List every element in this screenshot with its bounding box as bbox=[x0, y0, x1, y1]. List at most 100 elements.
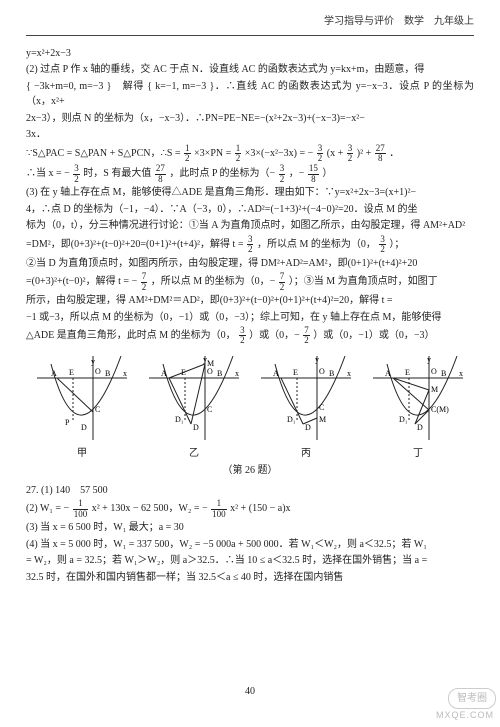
fraction: 32 bbox=[317, 144, 324, 164]
label-C: C bbox=[95, 405, 100, 414]
fraction: 32 bbox=[347, 144, 354, 164]
label-y: y bbox=[91, 357, 95, 366]
svg-text:D: D bbox=[417, 423, 423, 432]
fraction: 72 bbox=[303, 326, 310, 346]
figure-caption: 甲 bbox=[33, 446, 131, 462]
svg-text:C: C bbox=[207, 405, 212, 414]
fraction: 12 bbox=[184, 144, 191, 164]
svg-text:C(M): C(M) bbox=[431, 405, 449, 414]
eq-line: ∵S△PAC = S△PAN + S△PCN，∴S = 12 ×3×PN = 1… bbox=[26, 144, 474, 164]
label-A: A bbox=[51, 369, 57, 378]
text: x² + 130x − 62 500，W₂ = − bbox=[92, 504, 208, 515]
text: ∴当 x = − bbox=[26, 169, 70, 180]
figure-bing: O y x A B E M D₁ D C 丙 bbox=[257, 352, 355, 462]
text-line: 所示，由勾股定理，得 AM²+DM²＝AD²，即(0+3)²+(t−0)²+(0… bbox=[26, 293, 474, 309]
svg-text:M: M bbox=[207, 359, 214, 368]
fraction: 278 bbox=[375, 144, 386, 164]
header-rule bbox=[26, 35, 474, 36]
fraction: 12 bbox=[235, 144, 242, 164]
figure-caption: 丙 bbox=[257, 446, 355, 462]
text: ）或（0，− bbox=[249, 330, 300, 341]
eq-line: △ADE 是直角三角形，此时点 M 的坐标为（0， 32 ）或（0，− 72 ）… bbox=[26, 326, 474, 346]
text: ）； bbox=[389, 239, 404, 250]
fraction: 32 bbox=[247, 235, 254, 255]
text-line: = W₂，则 a = 32.5；若 W₁＞W₂，则 a＞32.5．∴当 10 ≤… bbox=[26, 553, 474, 569]
fraction: 32 bbox=[239, 326, 246, 346]
figure-row: O y x A B E P D C 甲 bbox=[26, 352, 474, 462]
figure-jia: O y x A B E P D C 甲 bbox=[33, 352, 131, 462]
text-line: 3x． bbox=[26, 127, 474, 143]
fraction: 278 bbox=[155, 164, 166, 184]
svg-text:B: B bbox=[441, 369, 446, 378]
svg-text:x: x bbox=[235, 369, 239, 378]
text: ）或（0，−1）或（0，−3） bbox=[313, 330, 434, 341]
text-line: (4) 当 x = 5 000 时，W₁ = 337 500，W₂ = −5 0… bbox=[26, 537, 474, 553]
text-line: 32.5 时，在国外和国内销售都一样；当 32.5＜a ≤ 40 时，选择在国内… bbox=[26, 570, 474, 586]
text: ∵S△PAC = S△PAN + S△PCN，∴S = bbox=[26, 148, 181, 159]
svg-text:C: C bbox=[319, 403, 324, 412]
text: ． bbox=[389, 148, 399, 159]
parabola-svg: O y x A B E M D₁ D C bbox=[145, 352, 243, 444]
text: (2) W₁ = − bbox=[26, 504, 69, 515]
page-header: 学习指导与评价 数学 九年级上 bbox=[26, 14, 474, 33]
label-D: D bbox=[81, 423, 87, 432]
text: 时，S 有最大值 bbox=[83, 169, 151, 180]
text-line: (2) 过点 P 作 x 轴的垂线，交 AC 于点 N．设直线 AC 的函数表达… bbox=[26, 62, 474, 78]
svg-text:x: x bbox=[347, 369, 351, 378]
svg-text:E: E bbox=[293, 368, 298, 377]
fraction: 1100 bbox=[211, 499, 227, 519]
text: ）；③当 M 为直角顶点时，如图丁 bbox=[289, 276, 438, 287]
svg-text:A: A bbox=[385, 369, 391, 378]
text: )² + bbox=[357, 148, 371, 159]
fraction: 32 bbox=[279, 164, 286, 184]
text: =DM²，即(0+3)²+(t−0)²+20=(0+1)²+(t+4)²，解得 … bbox=[26, 239, 243, 250]
svg-text:x: x bbox=[459, 369, 463, 378]
text: ，− bbox=[289, 169, 305, 180]
parabola-svg: O y x A B E M D₁ D C(M) bbox=[369, 352, 467, 444]
svg-text:B: B bbox=[217, 369, 222, 378]
svg-text:D₁: D₁ bbox=[175, 415, 184, 424]
figure-caption: 丁 bbox=[369, 446, 467, 462]
text: x² + (150 − a)x bbox=[230, 504, 290, 515]
label-P: P bbox=[65, 418, 70, 427]
eq-line: =(0+3)²+(t−0)²，解得 t = − 72 ，所以点 M 的坐标为（0… bbox=[26, 272, 474, 292]
page-number: 40 bbox=[0, 684, 500, 700]
watermark-badge: 智考圈 bbox=[448, 688, 496, 709]
text-line: 27. (1) 140 57 500 bbox=[26, 483, 474, 499]
parabola-svg: O y x A B E P D C bbox=[33, 352, 131, 444]
fraction: 32 bbox=[73, 164, 80, 184]
text-line: ②当 D 为直角顶点时，如图丙所示，由勾股定理，得 DM²+AD²=AM²，即(… bbox=[26, 256, 474, 272]
fraction: 32 bbox=[379, 235, 386, 255]
figure-title: （第 26 题） bbox=[26, 463, 474, 479]
text: =(0+3)²+(t−0)²，解得 t = − bbox=[26, 276, 137, 287]
text-line: 标为（0，t），分三种情况进行讨论：①当 A 为直角顶点时，如图乙所示，由勾股定… bbox=[26, 218, 474, 234]
svg-text:D₁: D₁ bbox=[399, 415, 408, 424]
eq-line: (2) W₁ = − 1100 x² + 130x − 62 500，W₂ = … bbox=[26, 499, 474, 519]
text: ×3×(−x²−3x) = − bbox=[245, 148, 314, 159]
label-O: O bbox=[95, 367, 101, 376]
eq-line: ∴当 x = − 32 时，S 有最大值 278 ，此时点 P 的坐标为（− 3… bbox=[26, 164, 474, 184]
fraction: 1100 bbox=[73, 499, 89, 519]
text: ） bbox=[322, 169, 332, 180]
svg-text:D₁: D₁ bbox=[287, 415, 296, 424]
fraction: 72 bbox=[141, 272, 148, 292]
label-E: E bbox=[69, 368, 74, 377]
text: ，所以点 M 的坐标为（0，− bbox=[151, 276, 276, 287]
svg-text:O: O bbox=[319, 367, 325, 376]
label-x: x bbox=[123, 369, 127, 378]
fraction: 158 bbox=[308, 164, 319, 184]
svg-text:M: M bbox=[319, 415, 326, 424]
text-line: (3) 当 x = 6 500 时，W₁ 最大；a = 30 bbox=[26, 520, 474, 536]
parabola-svg: O y x A B E M D₁ D C bbox=[257, 352, 355, 444]
svg-text:O: O bbox=[207, 367, 213, 376]
svg-text:O: O bbox=[431, 367, 437, 376]
watermark-text: MXQE.COM bbox=[436, 709, 494, 723]
text: ，此时点 P 的坐标为（− bbox=[169, 169, 275, 180]
svg-text:D: D bbox=[193, 423, 199, 432]
text: (x + bbox=[327, 148, 343, 159]
text-line: −1 或−3，所以点 M 的坐标为（0，−1）或（0，−3）；综上可知，在 y … bbox=[26, 310, 474, 326]
label-B: B bbox=[105, 369, 110, 378]
svg-text:E: E bbox=[181, 368, 186, 377]
content-body: y=x²+2x−3 (2) 过点 P 作 x 轴的垂线，交 AC 于点 N．设直… bbox=[26, 46, 474, 586]
svg-text:B: B bbox=[329, 369, 334, 378]
